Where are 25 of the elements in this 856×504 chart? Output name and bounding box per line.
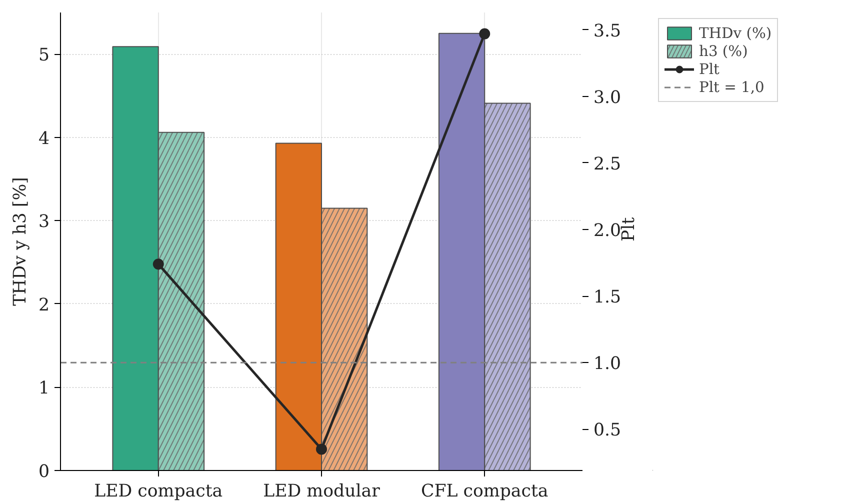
y2-tick-label: 2.0 <box>594 221 622 242</box>
y-tick-label: 1 <box>38 378 50 399</box>
legend-label: Plt <box>699 60 720 78</box>
y-tick-label: 4 <box>38 128 50 149</box>
y-tick-label: 5 <box>38 46 50 66</box>
point <box>152 258 164 270</box>
y-tick-label: 2 <box>38 295 50 316</box>
y2-tick-label: 1.5 <box>594 288 622 308</box>
point <box>479 28 490 40</box>
x-tick-label: CFL compacta <box>420 482 548 502</box>
y-tick-label: 3 <box>38 212 50 232</box>
y2-tick-label: 1.0 <box>594 354 622 374</box>
y2-tick-label: 2.5 <box>594 154 622 174</box>
y-axis-title: THDv y h3 [%] <box>10 177 30 306</box>
legend-label: THDv (%) <box>699 24 772 42</box>
legend-label: Plt = 1,0 <box>699 78 764 96</box>
y2-axis-title: Plt <box>619 217 640 242</box>
y2-tick-label: 3.5 <box>594 21 622 42</box>
y2-tick-label: 0.5 <box>594 420 622 441</box>
x-tick-label: LED modular <box>263 482 381 502</box>
y-tick-label: 0 <box>38 462 50 482</box>
point <box>316 444 327 455</box>
legend-label: h3 (%) <box>699 42 748 60</box>
y2-tick-label: 3.0 <box>594 88 622 108</box>
x-tick-label: LED compacta <box>94 482 223 502</box>
